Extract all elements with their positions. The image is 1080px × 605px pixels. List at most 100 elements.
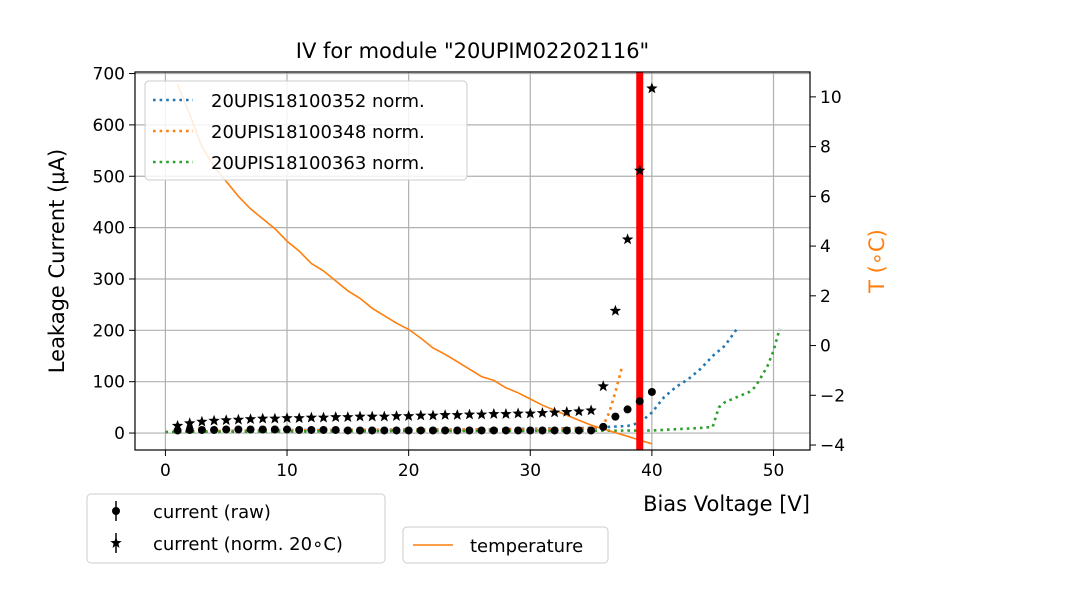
raw-current-point <box>441 426 450 435</box>
normalized-current-point <box>390 410 403 421</box>
legend-currents: current (raw) current (norm. 20∘C) <box>86 493 386 564</box>
legend-label: current (raw) <box>153 502 271 523</box>
normalized-current-point <box>305 411 318 423</box>
raw-current-point <box>234 425 243 434</box>
normalized-current-point <box>269 412 281 424</box>
normalized-current-point <box>536 407 549 418</box>
normalized-current-point <box>281 412 293 423</box>
y2-tick-label: −4 <box>820 436 845 456</box>
series-temperature <box>176 84 653 445</box>
normalized-current-point <box>293 412 305 423</box>
x-tick-label: 30 <box>519 461 541 481</box>
normalized-current-point <box>609 304 622 316</box>
normalized-current-point <box>196 415 208 427</box>
raw-current-point <box>538 426 547 435</box>
raw-current-point <box>465 426 474 435</box>
legend-label: 20UPIS18100348 norm. <box>211 122 425 143</box>
series-20upis18100363-norm <box>165 328 781 434</box>
raw-current-point <box>210 425 219 434</box>
y2-tick-label: 4 <box>820 237 831 257</box>
y-tick-label: 100 <box>93 373 125 393</box>
normalized-current-point <box>475 408 488 420</box>
normalized-current-point <box>427 409 439 421</box>
normalized-current-point <box>451 409 463 420</box>
raw-current-point <box>453 426 462 435</box>
y-tick-label: 200 <box>93 321 125 341</box>
legend-currents-box <box>86 493 386 564</box>
normalized-current-point <box>634 164 646 176</box>
y-tick-label: 0 <box>114 424 125 444</box>
raw-current-point <box>635 397 644 406</box>
raw-current-point <box>331 425 340 434</box>
normalized-current-point <box>208 414 220 426</box>
legend-label: 20UPIS18100363 norm. <box>211 153 425 174</box>
raw-current-point <box>477 426 486 435</box>
raw-current-point <box>283 425 292 434</box>
y-tick-label: 400 <box>93 219 125 239</box>
raw-current-point <box>416 426 425 435</box>
normalized-current-point <box>257 412 269 424</box>
normalized-current-point <box>184 417 196 429</box>
raw-current-point <box>295 425 304 434</box>
legends: 20UPIS18100352 norm. 20UPIS18100348 norm.… <box>86 80 609 564</box>
normalized-current-point <box>317 411 330 423</box>
raw-current-point <box>258 425 267 434</box>
normalized-current-point <box>488 408 500 419</box>
raw-current-point <box>428 426 437 435</box>
x-tick-label: 50 <box>763 461 785 481</box>
legend-label: current (norm. 20∘C) <box>153 534 343 555</box>
raw-current-point <box>526 426 535 435</box>
y-tick-label: 300 <box>93 270 125 290</box>
raw-current-point <box>392 426 401 435</box>
raw-current-point <box>599 422 608 431</box>
x-axis-title: Bias Voltage [V] <box>643 492 810 516</box>
normalized-current-point <box>548 406 561 418</box>
x-tick-label: 10 <box>276 461 298 481</box>
y-axis-title: Leakage Current (μA) <box>45 149 69 373</box>
legend-temperature-box <box>402 526 609 564</box>
y2-tick-label: 8 <box>820 138 831 158</box>
legend-star-marker <box>110 537 122 548</box>
raw-current-point <box>550 426 559 435</box>
legend-temperature: temperature <box>402 526 609 564</box>
normalized-current-point <box>463 408 476 420</box>
raw-current-point <box>562 426 571 435</box>
normalized-current-point <box>585 404 597 416</box>
raw-current-point <box>489 426 498 435</box>
y2-tick-label: 0 <box>820 337 831 357</box>
normalized-current-point <box>597 380 609 392</box>
y-tick-label: 700 <box>93 65 125 85</box>
normalized-current-point <box>366 410 378 422</box>
normalized-current-point <box>439 409 451 420</box>
raw-current-point <box>611 412 620 421</box>
raw-current-point <box>623 405 632 414</box>
raw-current-point <box>587 426 596 435</box>
raw-current-point <box>404 426 413 435</box>
raw-current-point <box>514 426 523 435</box>
raw-current-point <box>356 426 364 435</box>
y-tick-label: 600 <box>93 116 125 136</box>
y2-tick-label: 6 <box>820 187 831 207</box>
normalized-current-point <box>330 411 342 422</box>
raw-current-point <box>319 425 328 434</box>
y2-tick-label: 10 <box>820 88 842 108</box>
raw-current-point <box>501 426 510 435</box>
series-20upis18100348-norm <box>165 368 623 434</box>
x-tick-label: 20 <box>398 461 420 481</box>
legend-modules: 20UPIS18100352 norm. 20UPIS18100348 norm.… <box>144 80 468 181</box>
raw-current-point <box>185 425 194 434</box>
normalized-current-point <box>415 409 427 421</box>
normalized-current-point <box>220 414 232 426</box>
raw-current-point <box>368 426 377 435</box>
legend-label: temperature <box>470 536 583 557</box>
raw-current-point <box>270 425 279 434</box>
normalized-current-point <box>561 406 573 417</box>
raw-current-point <box>343 426 352 435</box>
normalized-current-point <box>378 410 390 422</box>
chart-title: IV for module "20UPIM02202116" <box>296 39 649 63</box>
legend-modules-box <box>144 80 468 181</box>
raw-current-point <box>222 425 231 434</box>
normalized-current-point <box>500 408 512 419</box>
raw-current-point <box>307 425 316 434</box>
